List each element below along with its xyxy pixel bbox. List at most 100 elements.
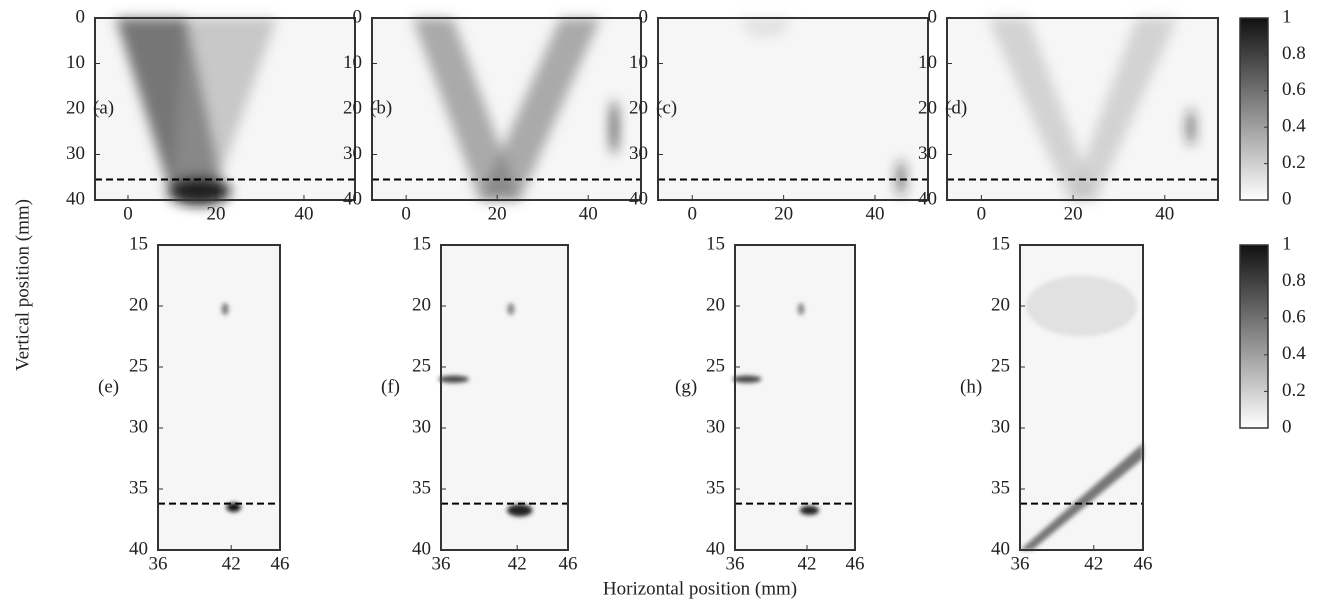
y-tick-label: 10 [629, 52, 648, 73]
y-tick-label: 40 [412, 538, 431, 559]
panel-label: (d) [945, 97, 967, 118]
y-tick-label: 10 [66, 52, 85, 73]
y-tick-label: 10 [343, 52, 362, 73]
y-tick-label: 25 [991, 355, 1010, 376]
x-tick-label: 0 [123, 203, 133, 224]
x-tick-label: 40 [866, 203, 885, 224]
heatmap-panel: (b) 0 10 20 30 40 0 20 40 [343, 6, 642, 224]
x-tick-label: 40 [294, 203, 313, 224]
colorbar-tick-label: 0.8 [1282, 43, 1306, 64]
heatmap-background [441, 245, 568, 550]
y-tick-label: 25 [706, 355, 725, 376]
x-tick-label: 20 [488, 203, 507, 224]
x-tick-label: 40 [579, 203, 598, 224]
y-tick-label: 20 [918, 97, 937, 118]
y-tick-label: 20 [129, 294, 148, 315]
heatmap-image [732, 302, 820, 515]
y-tick-label: 15 [129, 233, 148, 254]
y-tick-label: 15 [412, 233, 431, 254]
panel-label: (g) [675, 377, 697, 398]
y-tick-label: 40 [991, 538, 1010, 559]
y-tick-label: 20 [706, 294, 725, 315]
colorbar [1239, 244, 1269, 429]
intensity-spot [732, 375, 762, 383]
y-tick-label: 20 [991, 294, 1010, 315]
colorbar-tick-label: 1 [1282, 6, 1292, 27]
x-tick-label: 36 [1011, 553, 1030, 574]
y-tick-label: 35 [129, 477, 148, 498]
x-tick-label: 46 [1134, 553, 1153, 574]
panel-label: (c) [656, 97, 677, 118]
y-tick-label: 20 [343, 97, 362, 118]
y-tick-label: 35 [706, 477, 725, 498]
x-tick-label: 46 [271, 553, 290, 574]
x-tick-label: 46 [559, 553, 578, 574]
intensity-spot [797, 302, 805, 316]
intensity-spot [1026, 275, 1137, 337]
colorbar-tick-label: 0.4 [1282, 116, 1306, 137]
colorbar-tick-label: 1 [1282, 233, 1292, 254]
intensity-spot [167, 176, 231, 206]
x-tick-label: 42 [508, 553, 527, 574]
y-tick-label: 30 [129, 416, 148, 437]
y-tick-label: 20 [629, 97, 648, 118]
colorbar-tick-label: 0.8 [1282, 270, 1306, 291]
x-axis-label: Horizontal position (mm) [603, 578, 797, 599]
panel-label: (b) [370, 97, 392, 118]
intensity-region [987, 18, 1097, 200]
y-tick-label: 25 [412, 355, 431, 376]
intensity-spot [1188, 109, 1194, 146]
x-tick-label: 36 [726, 553, 745, 574]
y-tick-label: 30 [412, 416, 431, 437]
y-tick-label: 0 [639, 6, 649, 27]
x-tick-label: 0 [977, 203, 987, 224]
intensity-spot [611, 99, 617, 155]
intensity-region [1068, 18, 1178, 200]
y-tick-label: 30 [918, 143, 937, 164]
x-tick-label: 40 [1155, 203, 1174, 224]
y-tick-label: 30 [66, 143, 85, 164]
intensity-region [412, 18, 520, 200]
colorbar-tick-label: 0.6 [1282, 79, 1306, 100]
colorbar-tick-label: 0.6 [1282, 307, 1306, 328]
y-tick-label: 40 [66, 188, 85, 209]
panel-frame [1019, 244, 1144, 551]
intensity-region [173, 18, 277, 200]
x-tick-label: 20 [206, 203, 225, 224]
intensity-region [1020, 443, 1143, 550]
intensity-region [739, 18, 793, 37]
colorbar-tick-label: 0.4 [1282, 343, 1306, 364]
panel-frame [734, 244, 856, 551]
panel-frame [157, 244, 281, 551]
y-tick-label: 30 [343, 143, 362, 164]
panel-label: (h) [960, 377, 982, 398]
intensity-spot [221, 302, 229, 316]
heatmap-panel: (a) 0 10 20 30 40 0 20 40 [66, 6, 356, 224]
x-tick-label: 36 [432, 553, 451, 574]
heatmap-image [1020, 275, 1143, 550]
panel-label: (a) [93, 97, 114, 118]
y-tick-label: 40 [706, 538, 725, 559]
y-axis-label: Vertical position (mm) [12, 199, 33, 371]
heatmap-background [658, 18, 928, 200]
y-tick-label: 40 [629, 188, 648, 209]
colorbar [1239, 17, 1269, 201]
x-tick-label: 36 [149, 553, 168, 574]
x-tick-label: 42 [222, 553, 241, 574]
intensity-spot [507, 504, 533, 517]
y-tick-label: 30 [706, 416, 725, 437]
y-tick-label: 15 [991, 233, 1010, 254]
colorbar-tick-label: 0.2 [1282, 380, 1306, 401]
heatmap-image [438, 302, 533, 517]
intensity-spot [226, 502, 241, 512]
heatmap-background [735, 245, 855, 550]
heatmap-image [739, 18, 904, 197]
heatmap-panel: (c) 0 10 20 30 40 0 20 40 [629, 6, 929, 224]
y-tick-label: 30 [629, 143, 648, 164]
colorbar-tick-label: 0.2 [1282, 152, 1306, 173]
intensity-spot [799, 505, 820, 515]
colorbar-tick-label: 0 [1282, 416, 1292, 437]
